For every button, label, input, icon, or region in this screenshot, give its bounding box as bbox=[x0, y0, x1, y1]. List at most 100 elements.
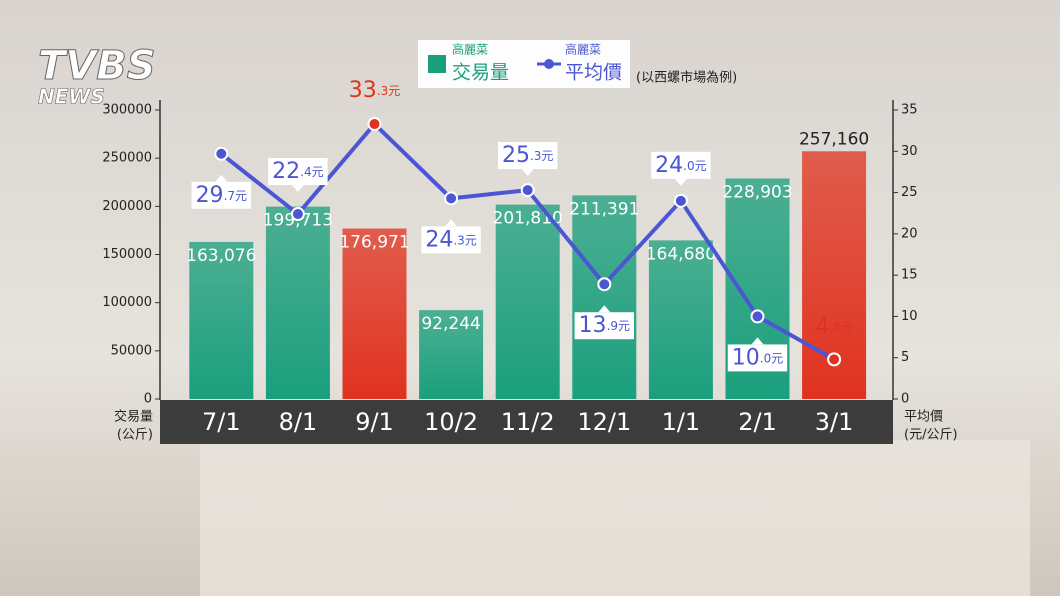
point bbox=[444, 191, 459, 206]
label-minor: .0元 bbox=[683, 158, 706, 172]
label-main: 13 bbox=[579, 313, 607, 338]
legend-label: 交易量 bbox=[452, 62, 509, 84]
note: (以西螺市場為例) bbox=[636, 70, 737, 86]
line-value-label: 29.7元 bbox=[196, 183, 247, 208]
y2-tick-label: 10 bbox=[901, 309, 918, 324]
line-value-label: 22.4元 bbox=[272, 159, 323, 184]
line-value-label: 4.8元 bbox=[815, 314, 852, 339]
line-value-label: 25.3元 bbox=[502, 143, 553, 168]
label-minor: .0元 bbox=[760, 351, 783, 365]
x-tick-label: 3/1 bbox=[815, 408, 854, 436]
label-minor: .4元 bbox=[300, 165, 323, 179]
label-pointer bbox=[751, 337, 764, 345]
y2-tick-label: 35 bbox=[901, 103, 918, 118]
x-tick-label: 9/1 bbox=[355, 408, 394, 436]
y2-tick-label: 0 bbox=[901, 392, 909, 407]
x-tick-label: 10/2 bbox=[424, 408, 478, 436]
bar bbox=[572, 195, 637, 399]
bar-value-label: 257,160 bbox=[799, 129, 869, 149]
value-label-box bbox=[268, 158, 328, 186]
line-value-label: 24.0元 bbox=[655, 153, 706, 178]
y-tick-label: 300000 bbox=[102, 103, 152, 118]
value-label-box bbox=[651, 151, 711, 179]
bar bbox=[419, 310, 484, 399]
x-tick-label: 7/1 bbox=[202, 408, 241, 436]
logo-sub: NEWS bbox=[38, 85, 105, 109]
label-pointer bbox=[674, 178, 687, 186]
y2-axis-label: 平均價 bbox=[904, 410, 943, 425]
bar-value-label: 176,971 bbox=[339, 233, 409, 253]
label-minor: .9元 bbox=[607, 319, 630, 333]
label-main: 33 bbox=[349, 78, 377, 103]
label-main: 29 bbox=[196, 183, 224, 208]
y-tick-label: 200000 bbox=[102, 199, 152, 214]
label-pointer bbox=[598, 305, 611, 313]
label-main: 24 bbox=[425, 227, 453, 252]
background-box bbox=[200, 440, 1030, 596]
label-pointer bbox=[521, 169, 534, 177]
point bbox=[290, 207, 305, 222]
point bbox=[673, 193, 688, 208]
bar-value-label: 228,903 bbox=[722, 182, 792, 202]
point bbox=[597, 277, 612, 292]
legend-group: 高麗菜 bbox=[452, 42, 488, 57]
label-pointer bbox=[291, 185, 304, 193]
y-tick-label: 0 bbox=[144, 392, 152, 407]
label-main: 10 bbox=[732, 345, 760, 370]
label-main: 24 bbox=[655, 153, 683, 178]
line-value-label: 13.9元 bbox=[579, 313, 630, 338]
y-axis-label: (公斤) bbox=[117, 428, 153, 443]
bar-value-label: 92,244 bbox=[421, 314, 480, 334]
x-tick-label: 8/1 bbox=[279, 408, 318, 436]
line-value-label: 24.3元 bbox=[425, 227, 476, 252]
legend-swatch bbox=[428, 55, 446, 73]
value-label-box bbox=[497, 142, 558, 170]
label-pointer bbox=[445, 219, 458, 227]
bar-value-label: 211,391 bbox=[569, 199, 639, 219]
y2-axis-label: (元/公斤) bbox=[904, 428, 958, 443]
label-minor: .8元 bbox=[829, 320, 852, 334]
y-tick-label: 50000 bbox=[111, 343, 152, 358]
bar bbox=[342, 228, 407, 399]
value-label-box bbox=[727, 344, 788, 372]
y2-tick-label: 5 bbox=[901, 350, 909, 365]
legend-swatch-dot bbox=[544, 59, 554, 69]
category-strip bbox=[160, 400, 893, 444]
x-tick-label: 2/1 bbox=[738, 408, 777, 436]
label-minor: .3元 bbox=[377, 84, 400, 98]
logo-main: TVBS bbox=[38, 43, 156, 89]
line-value-label: 33.3元 bbox=[349, 78, 400, 103]
label-minor: .3元 bbox=[453, 233, 476, 247]
y-tick-label: 100000 bbox=[102, 295, 152, 310]
x-tick-label: 1/1 bbox=[662, 408, 701, 436]
value-label-box bbox=[574, 312, 635, 340]
label-main: 22 bbox=[272, 159, 300, 184]
legend-label: 平均價 bbox=[565, 62, 622, 84]
legend-group: 高麗菜 bbox=[565, 42, 601, 57]
point bbox=[214, 146, 229, 161]
bar-value-label: 164,680 bbox=[646, 244, 716, 264]
label-pointer bbox=[215, 174, 228, 182]
bar bbox=[189, 241, 254, 399]
y2-tick-label: 20 bbox=[901, 226, 918, 241]
y2-tick-label: 30 bbox=[901, 144, 918, 159]
y-axis-label: 交易量 bbox=[114, 409, 153, 425]
point bbox=[827, 352, 842, 367]
bar bbox=[265, 206, 330, 399]
x-tick-label: 11/2 bbox=[501, 408, 555, 436]
label-minor: .3元 bbox=[530, 149, 553, 163]
label-minor: .7元 bbox=[224, 188, 247, 202]
bar-value-label: 163,076 bbox=[186, 246, 256, 266]
y2-tick-label: 15 bbox=[901, 268, 918, 283]
point bbox=[367, 117, 382, 132]
point bbox=[750, 309, 765, 324]
bar bbox=[648, 240, 713, 399]
y-tick-label: 150000 bbox=[102, 247, 152, 262]
line-value-label: 10.0元 bbox=[732, 345, 783, 370]
value-label-box bbox=[191, 181, 252, 209]
x-tick-label: 12/1 bbox=[577, 408, 631, 436]
label-main: 25 bbox=[502, 143, 530, 168]
point bbox=[520, 183, 535, 198]
